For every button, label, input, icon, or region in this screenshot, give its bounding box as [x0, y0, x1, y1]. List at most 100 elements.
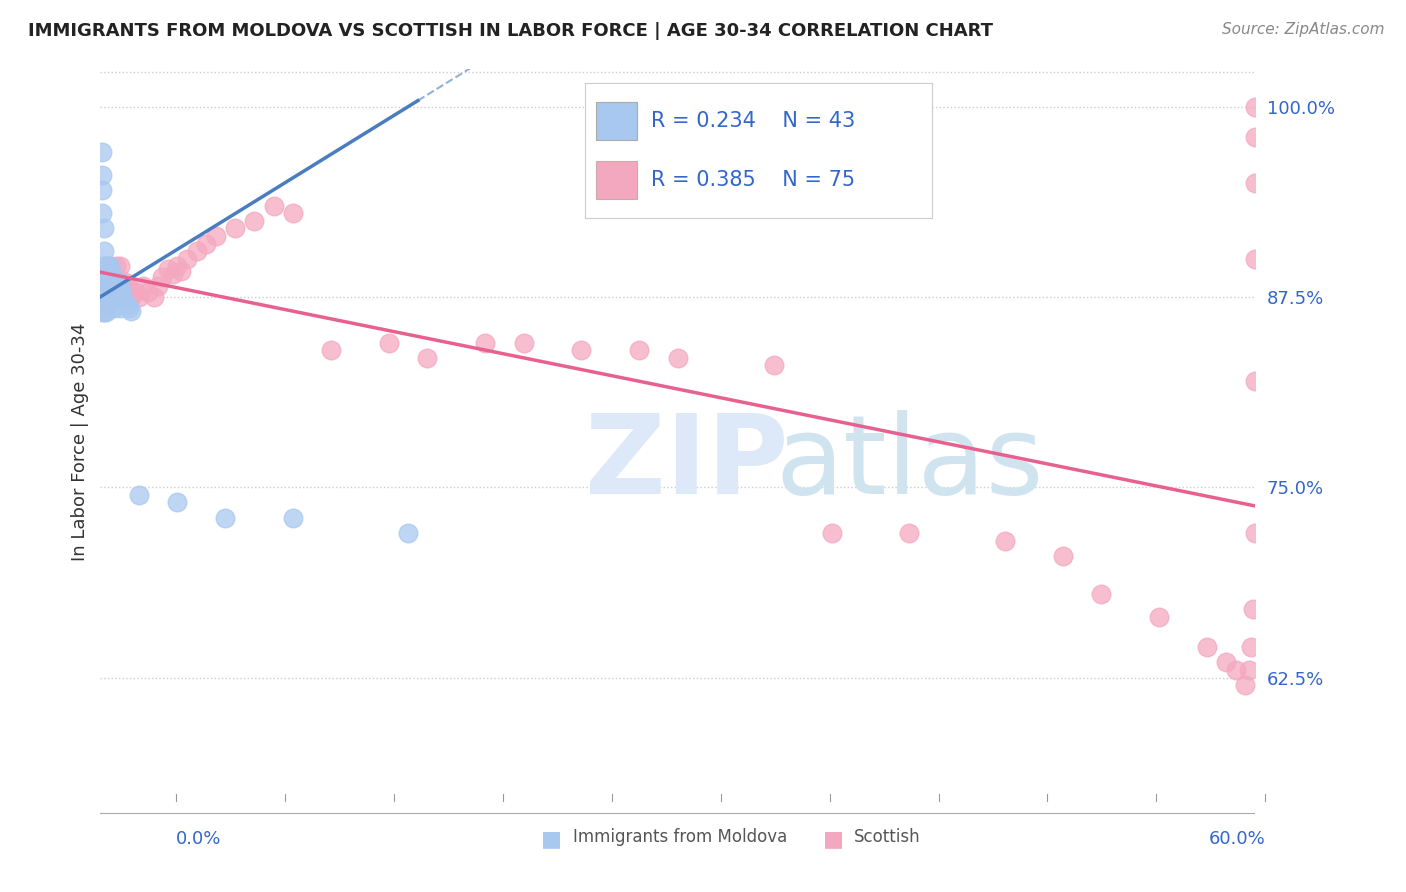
- Point: [666, 351, 689, 365]
- Text: IMMIGRANTS FROM MOLDOVA VS SCOTTISH IN LABOR FORCE | AGE 30-34 CORRELATION CHART: IMMIGRANTS FROM MOLDOVA VS SCOTTISH IN L…: [28, 22, 993, 40]
- Point: [98, 275, 121, 289]
- Point: [94, 305, 117, 319]
- Point: [108, 275, 131, 289]
- Point: [1244, 99, 1267, 113]
- Point: [204, 229, 226, 244]
- Y-axis label: In Labor Force | Age 30-34: In Labor Force | Age 30-34: [72, 322, 89, 561]
- Point: [107, 290, 129, 304]
- Point: [117, 285, 139, 300]
- Point: [107, 279, 129, 293]
- Point: [1244, 374, 1267, 388]
- Point: [108, 285, 131, 300]
- Point: [156, 262, 179, 277]
- Point: [93, 275, 115, 289]
- Point: [98, 290, 121, 304]
- Point: [512, 335, 534, 350]
- Point: [1241, 602, 1264, 616]
- Text: ■: ■: [541, 830, 562, 849]
- Point: [101, 290, 124, 304]
- Point: [1195, 640, 1218, 654]
- Point: [103, 285, 125, 300]
- Point: [104, 260, 127, 274]
- Point: [176, 252, 198, 266]
- Point: [94, 275, 117, 289]
- Point: [1240, 640, 1263, 654]
- Point: [104, 279, 127, 293]
- Point: [93, 260, 115, 274]
- Point: [104, 292, 127, 306]
- Point: [571, 343, 593, 358]
- Point: [108, 260, 131, 274]
- Text: Scottish: Scottish: [853, 828, 921, 846]
- Point: [98, 260, 121, 274]
- Point: [1244, 252, 1267, 266]
- Point: [1215, 655, 1237, 669]
- Point: [1244, 176, 1267, 190]
- Point: [186, 244, 208, 259]
- Point: [281, 510, 304, 524]
- Point: [104, 277, 127, 292]
- Point: [110, 285, 132, 300]
- Point: [321, 343, 343, 358]
- Point: [103, 301, 125, 315]
- Point: [762, 359, 785, 373]
- Point: [150, 270, 173, 285]
- Point: [128, 290, 150, 304]
- Text: Immigrants from Moldova: Immigrants from Moldova: [574, 828, 787, 846]
- Point: [162, 267, 184, 281]
- Point: [103, 290, 125, 304]
- Point: [91, 145, 114, 160]
- Point: [474, 335, 496, 350]
- Text: ■: ■: [823, 830, 844, 849]
- Point: [103, 275, 125, 289]
- Point: [107, 282, 129, 296]
- Point: [93, 221, 115, 235]
- Point: [166, 495, 188, 509]
- Point: [101, 275, 124, 289]
- Point: [396, 525, 419, 540]
- Point: [628, 343, 651, 358]
- Point: [110, 285, 132, 300]
- Point: [93, 290, 115, 304]
- Point: [101, 282, 124, 296]
- Point: [1244, 525, 1267, 540]
- Point: [94, 290, 117, 304]
- Point: [118, 301, 141, 315]
- Point: [97, 290, 120, 304]
- Point: [994, 533, 1017, 548]
- Point: [120, 303, 142, 318]
- Point: [1244, 130, 1267, 145]
- Point: [103, 275, 125, 289]
- Point: [128, 488, 150, 502]
- Point: [114, 275, 136, 289]
- Point: [243, 214, 266, 228]
- Point: [91, 290, 114, 304]
- Point: [97, 297, 120, 311]
- Point: [107, 292, 129, 306]
- Point: [91, 168, 114, 182]
- Point: [112, 293, 135, 307]
- Point: [118, 282, 141, 296]
- Point: [93, 305, 115, 319]
- Point: [108, 279, 131, 293]
- Point: [91, 206, 114, 220]
- Point: [108, 301, 131, 315]
- Point: [378, 335, 401, 350]
- Point: [281, 206, 304, 220]
- Point: [1147, 609, 1170, 624]
- Point: [98, 275, 121, 289]
- Point: [1225, 663, 1247, 677]
- Point: [94, 275, 117, 289]
- Point: [93, 275, 115, 289]
- Point: [897, 525, 920, 540]
- Point: [117, 297, 139, 311]
- Point: [1234, 678, 1257, 692]
- Point: [1090, 587, 1112, 601]
- Point: [224, 221, 246, 235]
- Point: [214, 510, 236, 524]
- Point: [94, 260, 117, 274]
- Point: [166, 260, 188, 274]
- Point: [91, 305, 114, 319]
- Point: [114, 296, 136, 310]
- Point: [120, 290, 142, 304]
